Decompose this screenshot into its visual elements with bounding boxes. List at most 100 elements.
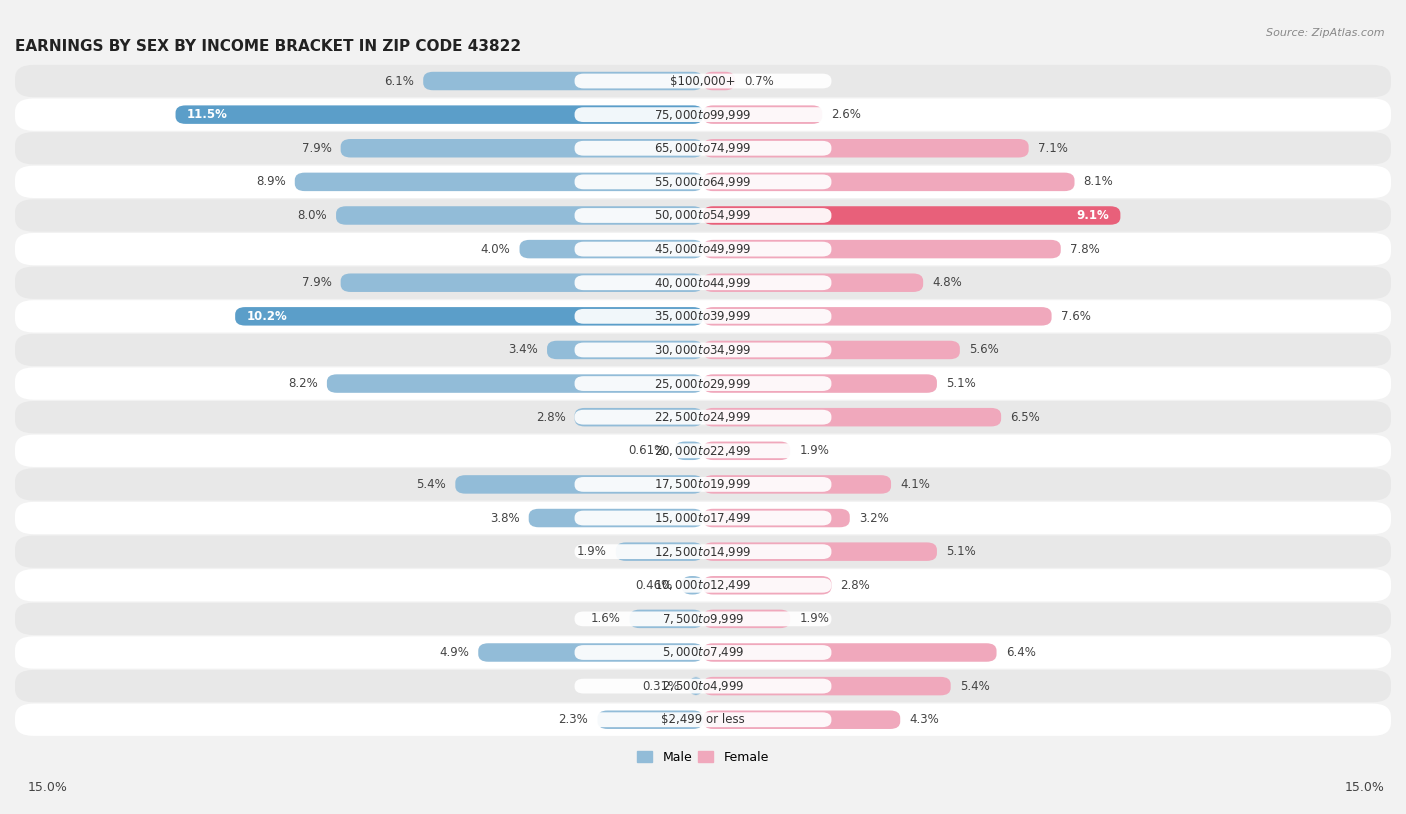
Text: $40,000 to $44,999: $40,000 to $44,999 xyxy=(654,276,752,290)
Text: $5,000 to $7,499: $5,000 to $7,499 xyxy=(662,646,744,659)
FancyBboxPatch shape xyxy=(575,611,831,626)
FancyBboxPatch shape xyxy=(703,72,735,90)
Text: 8.2%: 8.2% xyxy=(288,377,318,390)
Text: Source: ZipAtlas.com: Source: ZipAtlas.com xyxy=(1267,28,1385,38)
Text: $2,499 or less: $2,499 or less xyxy=(661,713,745,726)
FancyBboxPatch shape xyxy=(598,711,703,729)
FancyBboxPatch shape xyxy=(575,376,831,391)
FancyBboxPatch shape xyxy=(675,441,703,460)
FancyBboxPatch shape xyxy=(15,435,1391,467)
FancyBboxPatch shape xyxy=(703,240,1060,258)
FancyBboxPatch shape xyxy=(15,602,1391,635)
Text: 2.8%: 2.8% xyxy=(536,411,565,423)
FancyBboxPatch shape xyxy=(703,173,1074,191)
Text: 7.6%: 7.6% xyxy=(1060,310,1091,323)
FancyBboxPatch shape xyxy=(478,643,703,662)
FancyBboxPatch shape xyxy=(703,374,936,393)
Text: 4.8%: 4.8% xyxy=(932,276,962,289)
FancyBboxPatch shape xyxy=(575,275,831,290)
Text: 1.9%: 1.9% xyxy=(800,612,830,625)
Text: 2.8%: 2.8% xyxy=(841,579,870,592)
Text: 0.46%: 0.46% xyxy=(636,579,672,592)
FancyBboxPatch shape xyxy=(703,610,790,628)
FancyBboxPatch shape xyxy=(15,65,1391,97)
FancyBboxPatch shape xyxy=(703,139,1029,157)
Text: 5.4%: 5.4% xyxy=(960,680,990,693)
FancyBboxPatch shape xyxy=(575,309,831,324)
Text: 6.1%: 6.1% xyxy=(384,75,413,88)
Text: 5.6%: 5.6% xyxy=(969,344,998,357)
FancyBboxPatch shape xyxy=(575,409,831,425)
FancyBboxPatch shape xyxy=(15,401,1391,433)
Text: $15,000 to $17,499: $15,000 to $17,499 xyxy=(654,511,752,525)
FancyBboxPatch shape xyxy=(176,105,703,124)
Text: 8.1%: 8.1% xyxy=(1084,175,1114,188)
Text: 0.7%: 0.7% xyxy=(744,75,775,88)
FancyBboxPatch shape xyxy=(703,206,1121,225)
FancyBboxPatch shape xyxy=(703,643,997,662)
FancyBboxPatch shape xyxy=(529,509,703,527)
Text: 1.9%: 1.9% xyxy=(576,545,606,558)
Text: $25,000 to $29,999: $25,000 to $29,999 xyxy=(654,377,752,391)
FancyBboxPatch shape xyxy=(575,510,831,525)
Text: $100,000+: $100,000+ xyxy=(671,75,735,88)
FancyBboxPatch shape xyxy=(575,646,831,660)
FancyBboxPatch shape xyxy=(340,139,703,157)
Text: 1.9%: 1.9% xyxy=(800,444,830,457)
Text: 4.9%: 4.9% xyxy=(439,646,470,659)
Text: 9.1%: 9.1% xyxy=(1076,209,1109,222)
FancyBboxPatch shape xyxy=(575,208,831,223)
FancyBboxPatch shape xyxy=(575,141,831,155)
FancyBboxPatch shape xyxy=(15,132,1391,164)
FancyBboxPatch shape xyxy=(689,677,703,695)
Text: $55,000 to $64,999: $55,000 to $64,999 xyxy=(654,175,752,189)
Text: $30,000 to $34,999: $30,000 to $34,999 xyxy=(654,343,752,357)
FancyBboxPatch shape xyxy=(575,477,831,492)
Text: 10.2%: 10.2% xyxy=(246,310,287,323)
Text: 5.1%: 5.1% xyxy=(946,545,976,558)
Legend: Male, Female: Male, Female xyxy=(633,746,773,769)
Text: 4.0%: 4.0% xyxy=(481,243,510,256)
Text: 2.3%: 2.3% xyxy=(558,713,588,726)
FancyBboxPatch shape xyxy=(575,545,831,559)
FancyBboxPatch shape xyxy=(456,475,703,493)
FancyBboxPatch shape xyxy=(15,367,1391,400)
FancyBboxPatch shape xyxy=(703,509,849,527)
Text: 8.0%: 8.0% xyxy=(297,209,326,222)
FancyBboxPatch shape xyxy=(547,341,703,359)
Text: 6.5%: 6.5% xyxy=(1011,411,1040,423)
FancyBboxPatch shape xyxy=(15,300,1391,332)
FancyBboxPatch shape xyxy=(423,72,703,90)
Text: $2,500 to $4,999: $2,500 to $4,999 xyxy=(662,679,744,693)
FancyBboxPatch shape xyxy=(703,105,823,124)
Text: 7.8%: 7.8% xyxy=(1070,243,1099,256)
Text: 3.8%: 3.8% xyxy=(489,511,520,524)
FancyBboxPatch shape xyxy=(15,98,1391,131)
Text: 7.1%: 7.1% xyxy=(1038,142,1067,155)
FancyBboxPatch shape xyxy=(15,569,1391,602)
Text: $17,500 to $19,999: $17,500 to $19,999 xyxy=(654,478,752,492)
Text: 11.5%: 11.5% xyxy=(187,108,228,121)
Text: 1.6%: 1.6% xyxy=(591,612,620,625)
Text: $10,000 to $12,499: $10,000 to $12,499 xyxy=(654,578,752,593)
FancyBboxPatch shape xyxy=(682,576,703,594)
Text: 0.61%: 0.61% xyxy=(628,444,666,457)
Text: 2.6%: 2.6% xyxy=(831,108,862,121)
FancyBboxPatch shape xyxy=(703,408,1001,427)
FancyBboxPatch shape xyxy=(15,502,1391,534)
FancyBboxPatch shape xyxy=(15,670,1391,702)
FancyBboxPatch shape xyxy=(15,166,1391,198)
FancyBboxPatch shape xyxy=(703,307,1052,326)
FancyBboxPatch shape xyxy=(15,703,1391,736)
FancyBboxPatch shape xyxy=(15,334,1391,366)
FancyBboxPatch shape xyxy=(575,444,831,458)
FancyBboxPatch shape xyxy=(235,307,703,326)
FancyBboxPatch shape xyxy=(575,174,831,190)
Text: 4.3%: 4.3% xyxy=(910,713,939,726)
FancyBboxPatch shape xyxy=(703,341,960,359)
FancyBboxPatch shape xyxy=(703,576,831,594)
Text: 5.4%: 5.4% xyxy=(416,478,446,491)
FancyBboxPatch shape xyxy=(340,274,703,292)
FancyBboxPatch shape xyxy=(703,542,936,561)
Text: $75,000 to $99,999: $75,000 to $99,999 xyxy=(654,107,752,121)
